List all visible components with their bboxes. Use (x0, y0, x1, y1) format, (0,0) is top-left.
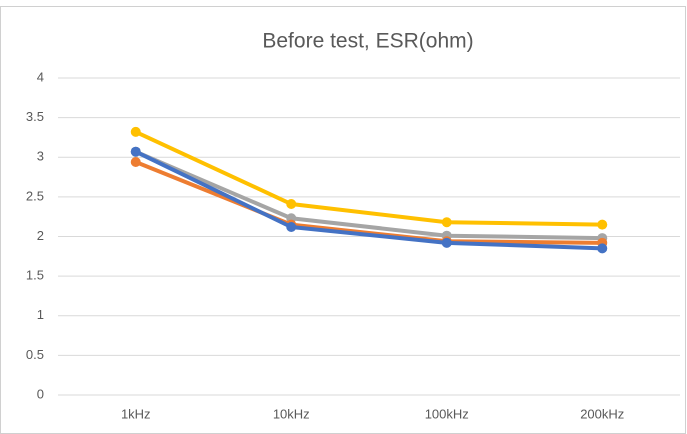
y-tick-label: 0 (37, 386, 44, 401)
y-tick-label: 1 (37, 307, 44, 322)
x-tick-label: 1kHz (121, 406, 151, 421)
chart-frame (0, 6, 686, 434)
y-tick-label: 2 (37, 228, 44, 243)
series-line (134, 149, 603, 241)
y-tick-label: 2.5 (26, 188, 44, 203)
y-tick-label: 1.5 (26, 268, 44, 283)
data-point (130, 146, 141, 157)
y-tick-label: 3.5 (26, 109, 44, 124)
y-tick-label: 0.5 (26, 347, 44, 362)
data-point (130, 157, 141, 168)
data-point (286, 221, 297, 232)
x-tick-label: 10kHz (273, 406, 310, 421)
data-point (597, 219, 608, 230)
series-line (134, 149, 603, 251)
data-point (441, 237, 452, 248)
x-tick-label: 200kHz (580, 406, 624, 421)
series-line (134, 130, 603, 227)
y-tick-label: 3 (37, 149, 44, 164)
y-tick-label: 4 (37, 69, 44, 84)
data-point (441, 217, 452, 228)
data-point (130, 126, 141, 137)
data-point (597, 243, 608, 254)
chart-title: Before test, ESR(ohm) (262, 30, 473, 53)
data-point (286, 199, 297, 210)
x-tick-label: 100kHz (425, 406, 469, 421)
